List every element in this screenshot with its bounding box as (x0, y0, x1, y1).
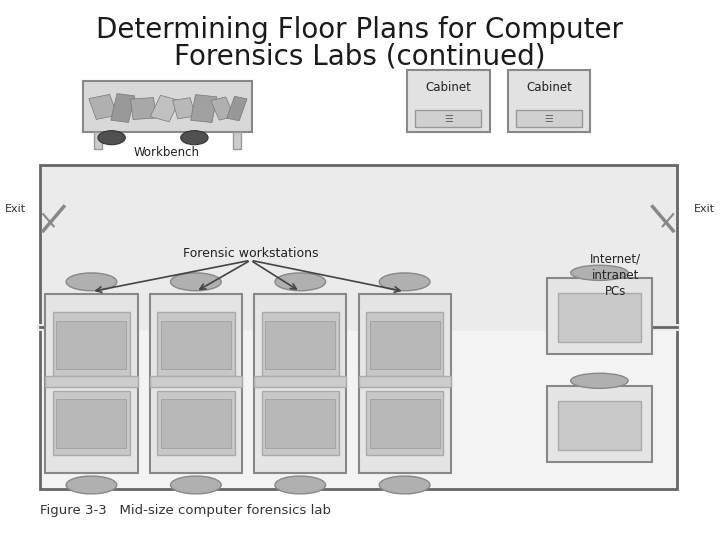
Bar (157, 390, 235, 455)
Bar (111, 93, 135, 123)
Text: Forensic workstations: Forensic workstations (183, 247, 318, 260)
Bar (227, 96, 247, 121)
Bar (150, 376, 242, 387)
Text: ☰: ☰ (444, 113, 453, 124)
Bar (191, 94, 217, 123)
Ellipse shape (571, 265, 628, 280)
Bar (53, 312, 130, 376)
Ellipse shape (275, 273, 325, 291)
Bar (547, 386, 652, 462)
Text: Workbench: Workbench (134, 146, 200, 159)
Ellipse shape (275, 476, 325, 494)
Bar (89, 94, 117, 119)
Text: Cabinet: Cabinet (526, 81, 572, 94)
Text: Determining Floor Plans for Computer: Determining Floor Plans for Computer (96, 16, 624, 44)
Bar (53, 390, 130, 455)
Bar (94, 132, 102, 149)
Ellipse shape (181, 131, 208, 145)
Bar (265, 321, 336, 369)
Bar (45, 294, 138, 472)
Text: ☰: ☰ (544, 113, 554, 124)
Bar (407, 70, 490, 132)
Bar (40, 327, 677, 489)
Bar (366, 390, 444, 455)
Bar (508, 70, 590, 132)
Bar (369, 400, 440, 448)
Bar (547, 278, 652, 354)
Bar (415, 110, 481, 127)
Bar (173, 98, 195, 119)
Ellipse shape (66, 273, 117, 291)
Bar (557, 293, 641, 342)
Text: Cabinet: Cabinet (426, 81, 471, 94)
Bar (254, 376, 346, 387)
Bar (150, 294, 242, 472)
Bar (359, 376, 451, 387)
Bar (161, 321, 231, 369)
Bar (211, 97, 234, 120)
Ellipse shape (571, 373, 628, 388)
Text: Figure 3-3   Mid-size computer forensics lab: Figure 3-3 Mid-size computer forensics l… (40, 504, 330, 517)
Bar (130, 98, 156, 119)
Bar (369, 321, 440, 369)
Bar (261, 390, 339, 455)
Bar (359, 294, 451, 472)
Bar (83, 81, 252, 132)
Ellipse shape (171, 476, 221, 494)
Bar (45, 376, 138, 387)
Text: Exit: Exit (693, 204, 715, 214)
Bar (56, 400, 127, 448)
Bar (265, 400, 336, 448)
Bar (261, 312, 339, 376)
Bar (157, 312, 235, 376)
Text: Internet/
intranet
PCs: Internet/ intranet PCs (590, 253, 642, 298)
Ellipse shape (66, 476, 117, 494)
Bar (254, 294, 346, 472)
Bar (366, 312, 444, 376)
Bar (557, 401, 641, 450)
Bar (161, 400, 231, 448)
Bar (516, 110, 582, 127)
Text: Exit: Exit (5, 204, 27, 214)
Bar (40, 165, 677, 327)
Bar (233, 132, 241, 149)
Ellipse shape (379, 476, 430, 494)
Ellipse shape (98, 131, 125, 145)
Bar (150, 95, 179, 122)
Text: Forensics Labs (continued): Forensics Labs (continued) (174, 43, 546, 71)
Ellipse shape (171, 273, 221, 291)
Ellipse shape (379, 273, 430, 291)
Bar (56, 321, 127, 369)
